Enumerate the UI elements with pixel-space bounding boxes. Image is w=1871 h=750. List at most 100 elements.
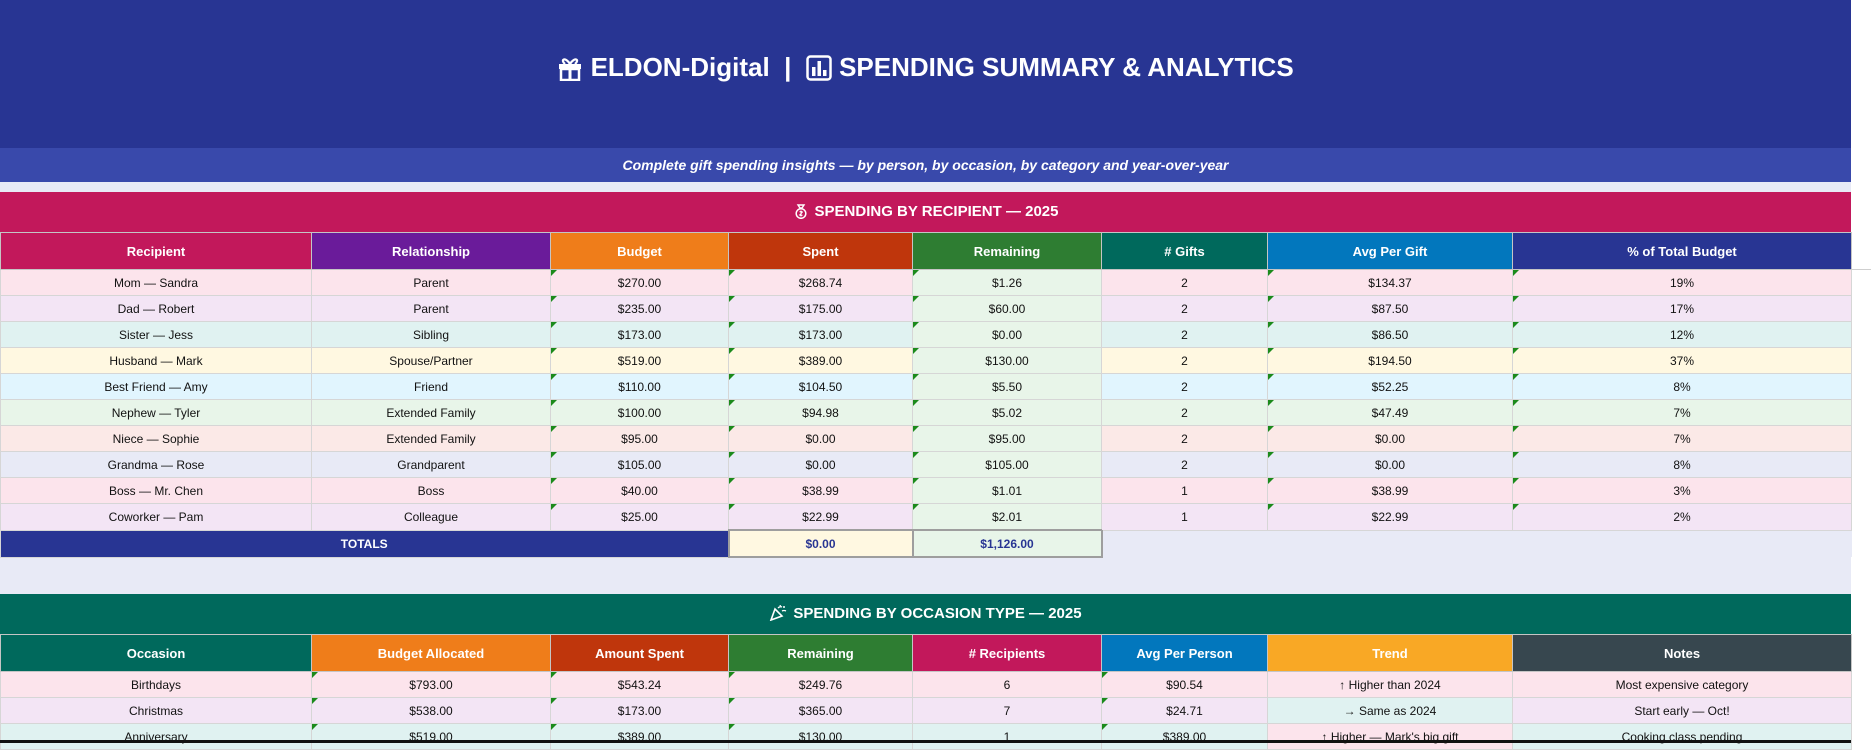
total-remaining-cell[interactable]: $1,126.00 (911, 529, 1103, 558)
cell-recipient[interactable]: Nephew — Tyler (0, 399, 312, 426)
cell-spent[interactable]: $22.99 (728, 503, 913, 531)
cell-recipient[interactable]: Boss — Mr. Chen (0, 477, 312, 504)
cell-relationship[interactable]: Colleague (311, 503, 551, 531)
cell-budget[interactable]: $40.00 (550, 477, 729, 504)
cell-budget[interactable]: $100.00 (550, 399, 729, 426)
cell-of-total-budget[interactable]: 7% (1512, 425, 1852, 452)
cell-budget[interactable]: $110.00 (550, 373, 729, 400)
cell-remaining[interactable]: $60.00 (912, 295, 1102, 322)
cell-avg-per-gift[interactable]: $47.49 (1267, 399, 1513, 426)
totals-label[interactable]: TOTALS (0, 529, 729, 558)
cell-of-total-budget[interactable]: 8% (1512, 451, 1852, 478)
cell-budget[interactable]: $235.00 (550, 295, 729, 322)
cell-spent[interactable]: $104.50 (728, 373, 913, 400)
cell-avg-per-gift[interactable]: $0.00 (1267, 451, 1513, 478)
cell-amount-spent[interactable]: $543.24 (550, 671, 729, 698)
column-header-budget-allocated[interactable]: Budget Allocated (311, 634, 551, 672)
cell-gifts[interactable]: 2 (1101, 373, 1268, 400)
cell-spent[interactable]: $38.99 (728, 477, 913, 504)
column-header-spent[interactable]: Spent (728, 232, 913, 270)
cell-recipient[interactable]: Sister — Jess (0, 321, 312, 348)
column-header-avg-per-person[interactable]: Avg Per Person (1101, 634, 1268, 672)
cell-remaining[interactable]: $2.01 (912, 503, 1102, 531)
cell-relationship[interactable]: Grandparent (311, 451, 551, 478)
cell-notes[interactable]: Most expensive category (1512, 671, 1852, 698)
empty-cells[interactable] (1101, 530, 1852, 557)
cell-avg-per-gift[interactable]: $22.99 (1267, 503, 1513, 531)
cell-recipients[interactable]: 1 (912, 723, 1102, 750)
column-header-budget[interactable]: Budget (550, 232, 729, 270)
cell-gifts[interactable]: 1 (1101, 477, 1268, 504)
cell-trend[interactable]: → Same as 2024 (1267, 697, 1513, 724)
cell-recipients[interactable]: 7 (912, 697, 1102, 724)
cell-remaining[interactable]: $105.00 (912, 451, 1102, 478)
cell-remaining[interactable]: $5.02 (912, 399, 1102, 426)
cell-of-total-budget[interactable]: 8% (1512, 373, 1852, 400)
cell-spent[interactable]: $389.00 (728, 347, 913, 374)
cell-remaining[interactable]: $0.00 (912, 321, 1102, 348)
cell-avg-per-person[interactable]: $24.71 (1101, 697, 1268, 724)
cell-relationship[interactable]: Boss (311, 477, 551, 504)
cell-of-total-budget[interactable]: 2% (1512, 503, 1852, 531)
cell-spent[interactable]: $173.00 (728, 321, 913, 348)
cell-gifts[interactable]: 2 (1101, 451, 1268, 478)
column-header-occasion[interactable]: Occasion (0, 634, 312, 672)
cell-budget-allocated[interactable]: $793.00 (311, 671, 551, 698)
cell-recipient[interactable]: Grandma — Rose (0, 451, 312, 478)
cell-budget-allocated[interactable]: $519.00 (311, 723, 551, 750)
cell-remaining[interactable]: $365.00 (728, 697, 913, 724)
cell-gifts[interactable]: 1 (1101, 503, 1268, 531)
cell-of-total-budget[interactable]: 3% (1512, 477, 1852, 504)
cell-gifts[interactable]: 2 (1101, 321, 1268, 348)
cell-gifts[interactable]: 2 (1101, 347, 1268, 374)
cell-budget[interactable]: $105.00 (550, 451, 729, 478)
cell-gifts[interactable]: 2 (1101, 269, 1268, 296)
cell-avg-per-person[interactable]: $90.54 (1101, 671, 1268, 698)
cell-gifts[interactable]: 2 (1101, 425, 1268, 452)
cell-spent[interactable]: $0.00 (728, 425, 913, 452)
cell-avg-per-gift[interactable]: $134.37 (1267, 269, 1513, 296)
column-header-amount-spent[interactable]: Amount Spent (550, 634, 729, 672)
column-header-relationship[interactable]: Relationship (311, 232, 551, 270)
cell-of-total-budget[interactable]: 19% (1512, 269, 1852, 296)
cell-recipient[interactable]: Niece — Sophie (0, 425, 312, 452)
column-header-trend[interactable]: Trend (1267, 634, 1513, 672)
cell-spent[interactable]: $268.74 (728, 269, 913, 296)
column-header-recipient[interactable]: Recipient (0, 232, 312, 270)
cell-relationship[interactable]: Extended Family (311, 399, 551, 426)
cell-remaining[interactable]: $95.00 (912, 425, 1102, 452)
cell-relationship[interactable]: Sibling (311, 321, 551, 348)
cell-budget[interactable]: $173.00 (550, 321, 729, 348)
cell-avg-per-person[interactable]: $389.00 (1101, 723, 1268, 750)
cell-occasion[interactable]: Anniversary (0, 723, 312, 750)
cell-of-total-budget[interactable]: 37% (1512, 347, 1852, 374)
cell-remaining[interactable]: $1.01 (912, 477, 1102, 504)
cell-spent[interactable]: $0.00 (728, 451, 913, 478)
cell-budget[interactable]: $519.00 (550, 347, 729, 374)
cell-recipient[interactable]: Mom — Sandra (0, 269, 312, 296)
cell-avg-per-gift[interactable]: $0.00 (1267, 425, 1513, 452)
cell-relationship[interactable]: Parent (311, 295, 551, 322)
cell-occasion[interactable]: Birthdays (0, 671, 312, 698)
cell-recipient[interactable]: Best Friend — Amy (0, 373, 312, 400)
cell-remaining[interactable]: $249.76 (728, 671, 913, 698)
cell-remaining[interactable]: $5.50 (912, 373, 1102, 400)
cell-recipient[interactable]: Dad — Robert (0, 295, 312, 322)
cell-avg-per-gift[interactable]: $87.50 (1267, 295, 1513, 322)
cell-of-total-budget[interactable]: 17% (1512, 295, 1852, 322)
column-header-of-total-budget[interactable]: % of Total Budget (1512, 232, 1852, 270)
cell-notes[interactable]: Cooking class pending (1512, 723, 1852, 750)
cell-avg-per-gift[interactable]: $38.99 (1267, 477, 1513, 504)
cell-spent[interactable]: $175.00 (728, 295, 913, 322)
cell-relationship[interactable]: Spouse/Partner (311, 347, 551, 374)
cell-budget-allocated[interactable]: $538.00 (311, 697, 551, 724)
column-header-remaining[interactable]: Remaining (728, 634, 913, 672)
cell-budget[interactable]: $95.00 (550, 425, 729, 452)
cell-relationship[interactable]: Parent (311, 269, 551, 296)
cell-gifts[interactable]: 2 (1101, 399, 1268, 426)
cell-avg-per-gift[interactable]: $52.25 (1267, 373, 1513, 400)
column-header-recipients[interactable]: # Recipients (912, 634, 1102, 672)
cell-recipient[interactable]: Husband — Mark (0, 347, 312, 374)
cell-notes[interactable]: Start early — Oct! (1512, 697, 1852, 724)
cell-relationship[interactable]: Extended Family (311, 425, 551, 452)
